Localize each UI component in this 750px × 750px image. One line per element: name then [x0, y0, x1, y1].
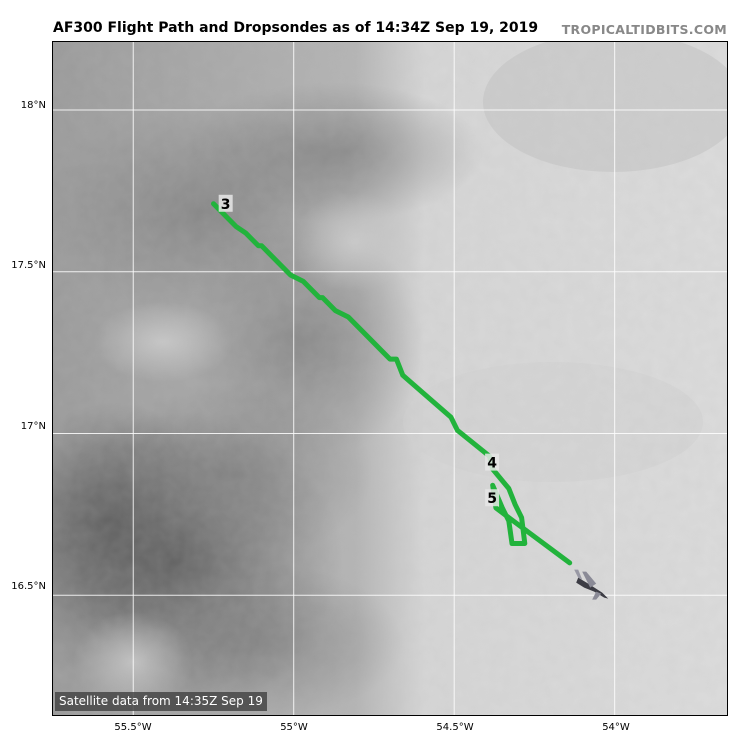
- dropsonde-markers: 3 4 5: [218, 194, 500, 507]
- lat-label-18n: 18°N: [20, 100, 46, 111]
- dropsonde-label[interactable]: 4: [485, 453, 500, 472]
- dropsonde-number: 3: [221, 197, 231, 213]
- brand-watermark: TROPICALTIDBITS.COM: [561, 22, 727, 37]
- lon-label-54w: 54°W: [602, 722, 630, 733]
- aircraft-icon[interactable]: [574, 569, 609, 600]
- map-panel[interactable]: 3 4 5: [52, 41, 728, 716]
- dropsonde-number: 4: [487, 456, 497, 472]
- lon-label-55-5w: 55.5°W: [114, 722, 152, 733]
- dropsonde-label-box: [218, 194, 233, 212]
- map-canvas[interactable]: 3 4 5: [53, 42, 727, 715]
- lat-label-17-5n: 17.5°N: [11, 260, 46, 271]
- dropsonde-label[interactable]: 3: [218, 194, 233, 213]
- dropsonde-label-box: [485, 489, 500, 507]
- dropsonde-label-box: [485, 453, 500, 471]
- dropsonde-label[interactable]: 5: [485, 489, 500, 507]
- graticule: [53, 42, 727, 715]
- flight-path-line[interactable]: [211, 201, 573, 566]
- satellite-timestamp-label: Satellite data from 14:35Z Sep 19: [55, 692, 267, 711]
- lat-label-17n: 17°N: [20, 421, 46, 432]
- lat-label-16-5n: 16.5°N: [11, 581, 46, 592]
- lon-label-55w: 55°W: [280, 722, 308, 733]
- page-title: AF300 Flight Path and Dropsondes as of 1…: [53, 20, 539, 36]
- lon-label-54-5w: 54.5°W: [436, 722, 474, 733]
- dropsonde-number: 5: [487, 491, 497, 507]
- satellite-imagery: [53, 42, 727, 715]
